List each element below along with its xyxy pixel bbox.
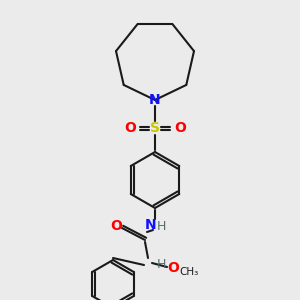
Text: N: N <box>149 93 161 107</box>
Text: H: H <box>156 259 166 272</box>
Text: S: S <box>150 121 160 135</box>
Text: N: N <box>145 218 157 232</box>
Text: O: O <box>110 219 122 233</box>
Text: H: H <box>156 220 166 232</box>
Text: O: O <box>124 121 136 135</box>
Text: O: O <box>174 121 186 135</box>
Text: CH₃: CH₃ <box>179 267 199 277</box>
Text: O: O <box>167 261 179 275</box>
